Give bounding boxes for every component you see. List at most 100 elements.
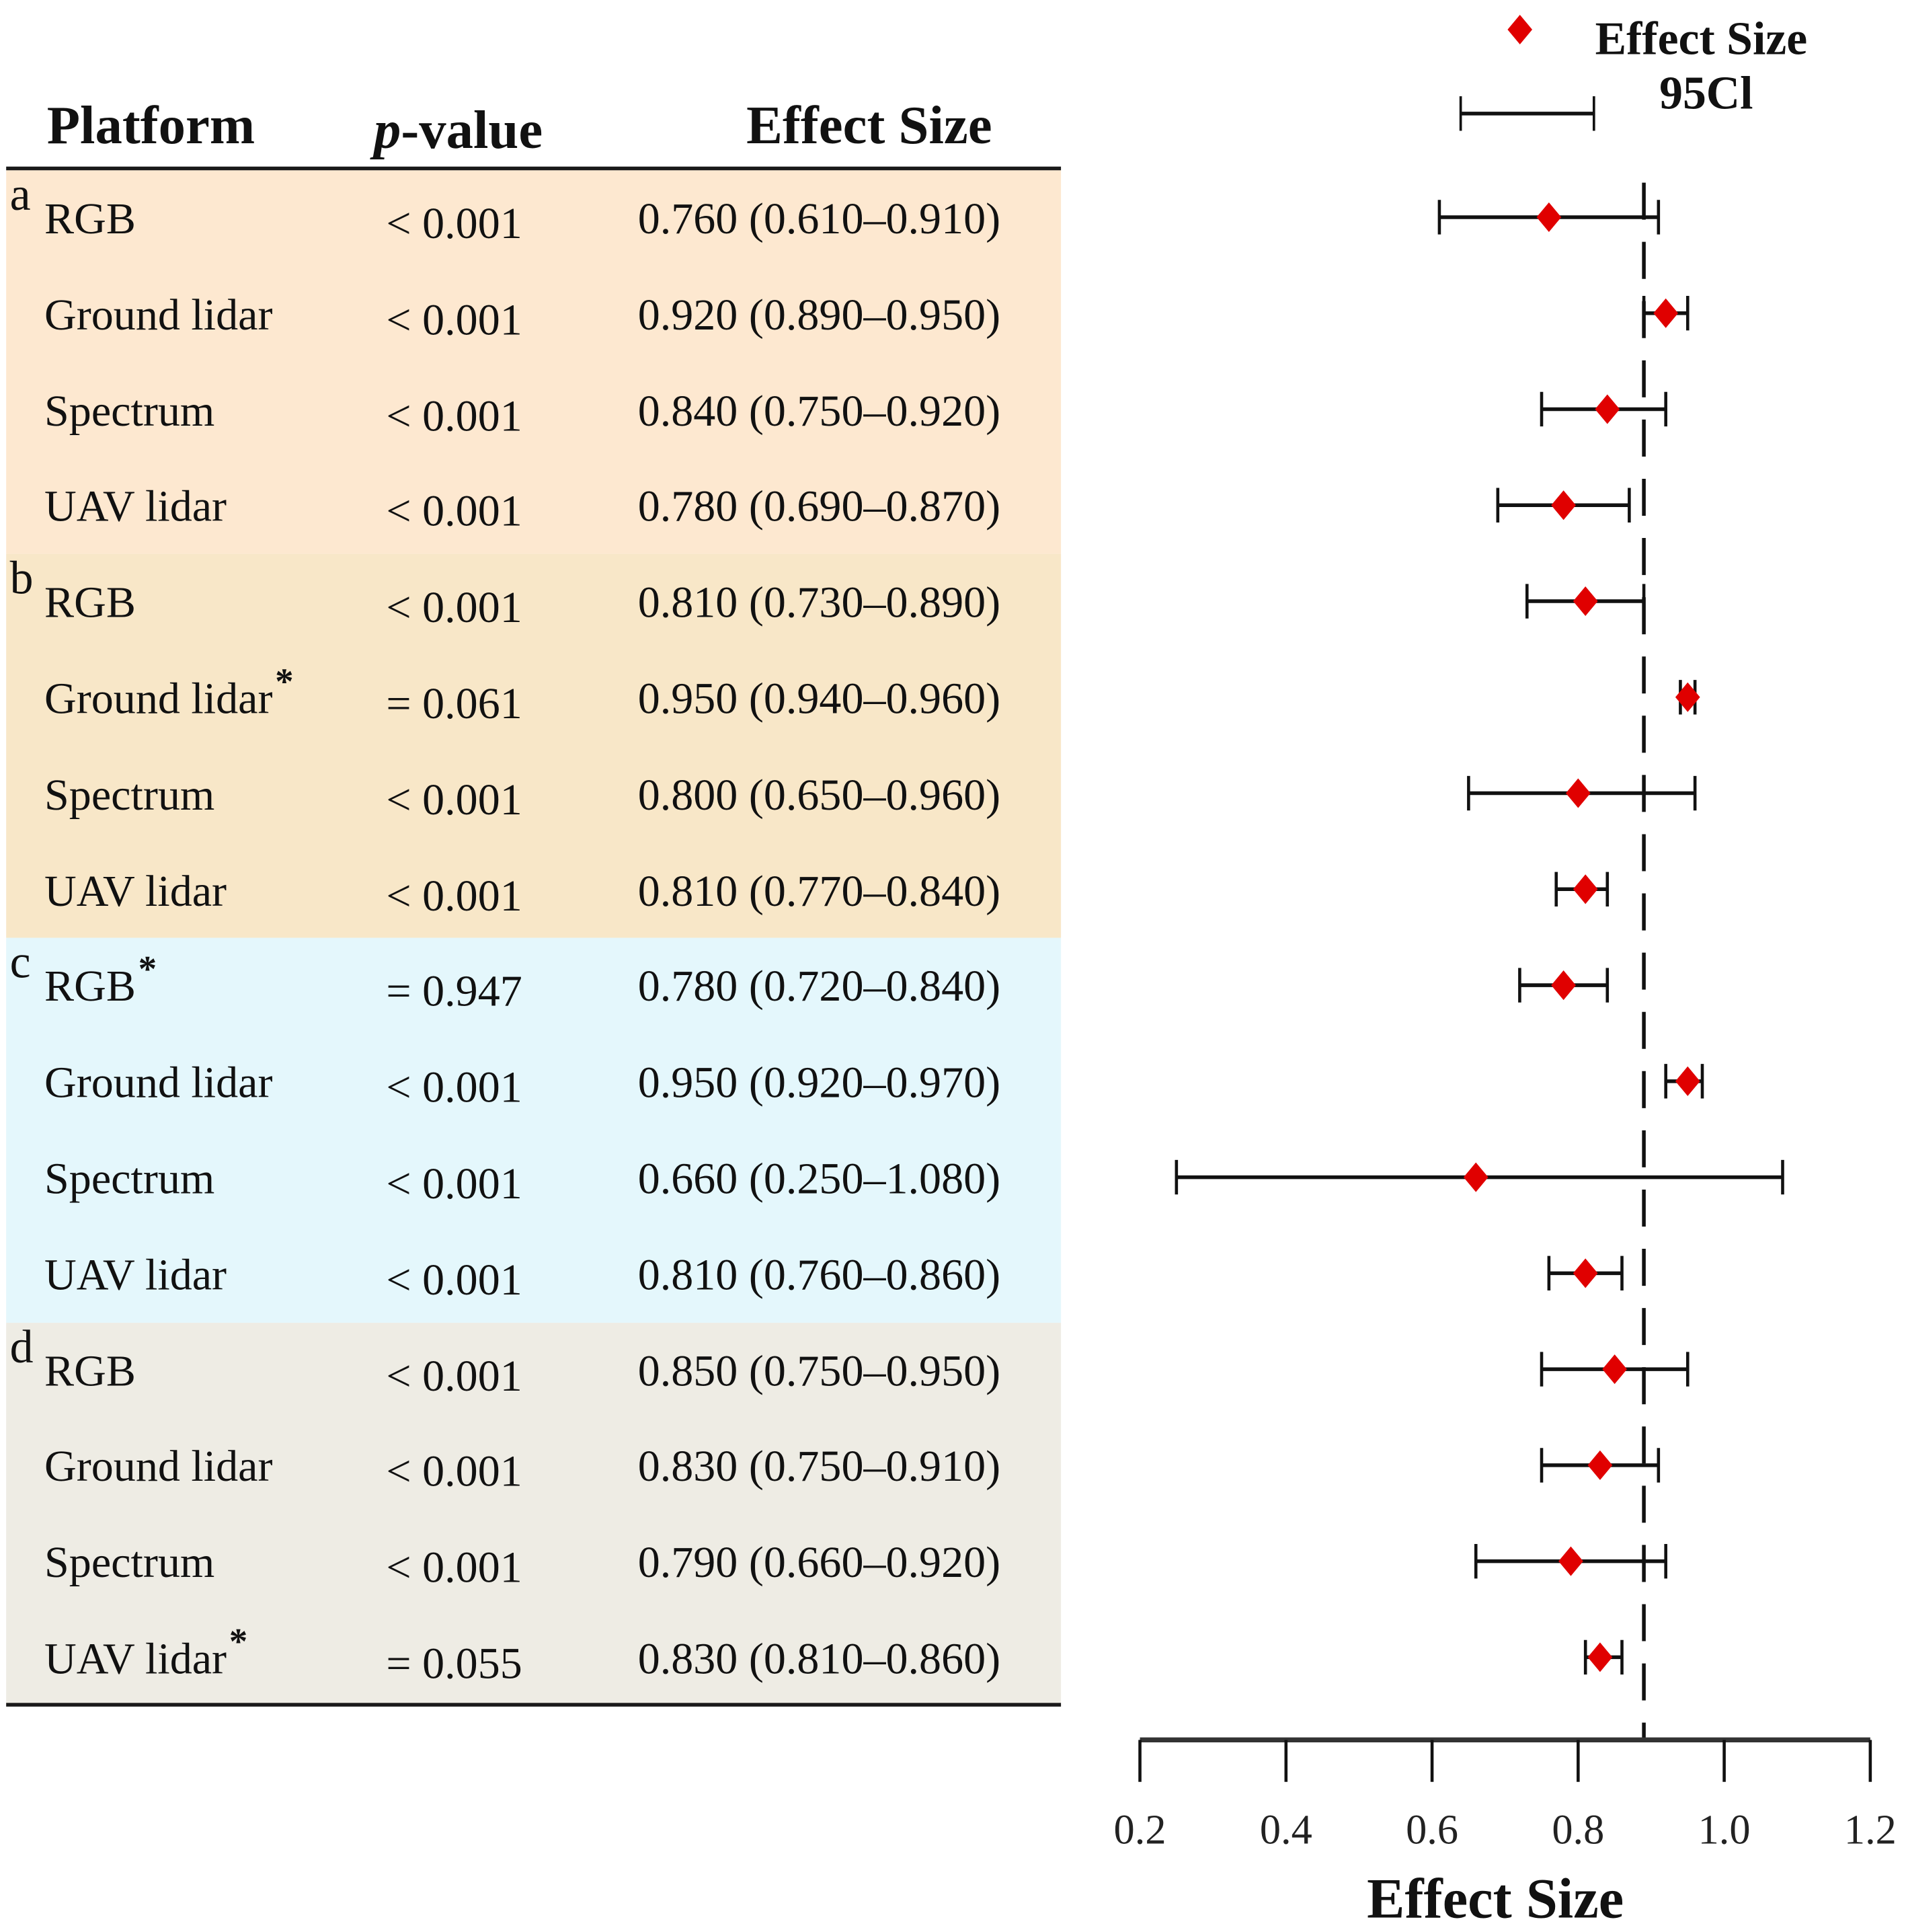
effect-size-cell: 0.800 (0.650–0.960) [637,769,1001,820]
p-value-cell: < 0.001 [386,582,522,632]
legend-label-ci: 95Cl [1659,67,1753,120]
p-value-cell: < 0.001 [386,198,522,248]
p-value-cell: = 0.061 [386,679,522,728]
platform-name: UAV lidar [44,1633,227,1683]
effect-size-cell: 0.790 (0.660–0.920) [637,1537,1001,1588]
p-value-cell: < 0.001 [386,1062,522,1112]
p-value-cell: < 0.001 [386,1254,522,1305]
platform-name: Spectrum [44,385,215,436]
platform-name: UAV lidar [44,1249,227,1299]
platform-cell: Spectrum [44,1153,217,1204]
effect-size-cell: 0.920 (0.890–0.950) [637,289,1001,340]
platform-name: Ground lidar [44,1441,273,1492]
platform-name: Spectrum [44,769,215,820]
p-value-cell: < 0.001 [386,775,522,824]
effect-size-cell: 0.950 (0.940–0.960) [637,673,1001,724]
p-value-cell: < 0.001 [386,1159,522,1208]
p-value-cell: < 0.001 [386,1543,522,1592]
x-tick-label: 1.2 [1844,1806,1897,1853]
platform-cell: RGB [44,576,138,628]
platform-name: Ground lidar [44,289,273,340]
header-effect-size: Effect Size [746,95,992,156]
significance-star: * [275,661,294,703]
platform-name: RGB [44,578,136,627]
p-value-cell: < 0.001 [386,390,522,440]
p-value-cell: < 0.001 [386,1350,522,1400]
header-p-italic: p [374,100,401,161]
effect-size-cell: 0.780 (0.720–0.840) [637,962,1001,1011]
header-platform: Platform [46,95,255,156]
effect-point [1675,1066,1700,1096]
platform-cell: UAV lidar [44,481,229,533]
platform-cell: UAV lidar [44,865,229,917]
platform-cell: Spectrum [44,769,217,820]
platform-name: RGB [44,1346,136,1395]
platform-name: Ground lidar [44,673,273,724]
effect-size-cell: 0.810 (0.770–0.840) [637,865,1001,915]
effect-size-cell: 0.810 (0.760–0.860) [637,1249,1001,1299]
table-bottom-rule [6,1703,1062,1707]
effect-point [1602,1354,1627,1385]
effect-point [1536,202,1562,232]
significance-star: * [138,949,157,991]
p-value-cell: < 0.001 [386,870,522,921]
platform-name: Spectrum [44,1537,215,1588]
platform-cell: RGB [44,1344,138,1396]
platform-name: RGB [44,962,136,1011]
group-label: b [9,553,34,605]
group-label: a [9,169,31,221]
group-label: c [9,937,31,989]
effect-size-cell: 0.840 (0.750–0.920) [637,385,1001,436]
group-band-a [6,170,1062,555]
group-band-c [6,938,1062,1323]
effect-size-cell: 0.810 (0.730–0.890) [637,578,1001,627]
legend-diamond-icon [1507,15,1533,45]
platform-cell: RGB * [44,950,157,1012]
platform-cell: Ground lidar [44,1440,275,1492]
effect-size-cell: 0.830 (0.750–0.910) [637,1441,1001,1492]
platform-cell: Spectrum [44,1537,217,1588]
platform-cell: Spectrum [44,385,217,436]
significance-star: * [229,1621,248,1662]
p-value-cell: < 0.001 [386,295,522,344]
effect-point [1573,874,1598,904]
x-tick-label: 0.2 [1114,1806,1166,1853]
platform-cell: UAV lidar [44,1249,229,1301]
effect-size-cell: 0.830 (0.810–0.860) [637,1633,1001,1683]
legend-label-effect-size: Effect Size [1595,13,1808,66]
header-p-suffix: -value [401,100,543,161]
effect-size-cell: 0.950 (0.920–0.970) [637,1057,1001,1108]
effect-point [1463,1162,1488,1192]
p-value-cell: = 0.947 [386,966,522,1016]
effect-size-cell: 0.660 (0.250–1.080) [637,1153,1001,1204]
effect-point [1551,490,1576,520]
p-value-cell: = 0.055 [386,1638,522,1689]
effect-size-cell: 0.760 (0.610–0.910) [637,194,1001,243]
group-band-d [6,1322,1062,1707]
platform-cell: UAV lidar * [44,1621,247,1685]
p-value-cell: < 0.001 [386,486,522,537]
platform-cell: RGB [44,192,138,244]
group-band-b [6,554,1062,939]
effect-size-cell: 0.780 (0.690–0.870) [637,481,1001,531]
platform-name: Ground lidar [44,1057,273,1108]
x-tick-label: 0.6 [1406,1806,1458,1853]
effect-point [1573,1258,1598,1288]
p-value-cell: < 0.001 [386,1446,522,1496]
x-tick-label: 0.4 [1260,1806,1312,1853]
header-p-value: p-value [374,99,543,162]
x-tick-label: 0.8 [1552,1806,1604,1853]
platform-cell: Ground lidar [44,288,275,340]
effect-point [1573,586,1598,617]
x-tick-label: 1.0 [1698,1806,1751,1853]
platform-cell: Ground lidar * [44,662,294,724]
effect-point [1587,1450,1613,1480]
effect-point [1565,778,1591,808]
group-label: d [9,1321,34,1373]
platform-name: UAV lidar [44,865,227,915]
x-axis-title: Effect Size [1367,1867,1624,1930]
platform-name: UAV lidar [44,481,227,531]
effect-point [1595,394,1620,424]
